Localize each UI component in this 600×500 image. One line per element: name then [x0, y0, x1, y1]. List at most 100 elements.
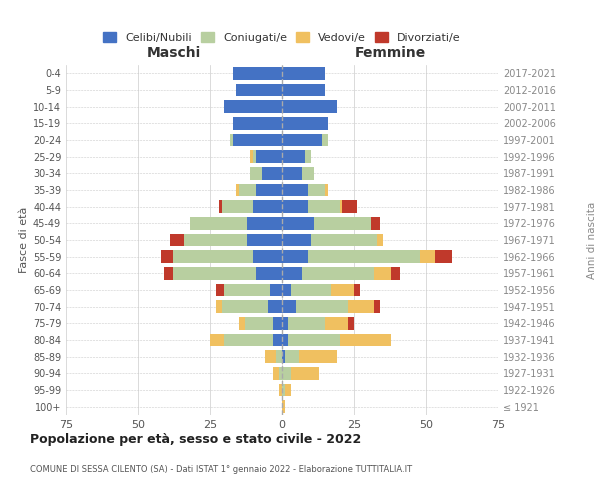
Bar — [302, 267, 374, 280]
Bar — [247, 234, 282, 246]
Bar — [374, 267, 391, 280]
Bar — [282, 300, 296, 313]
Bar — [233, 117, 282, 130]
Bar — [420, 250, 434, 263]
Bar — [173, 250, 253, 263]
Bar — [282, 167, 302, 179]
Bar — [296, 300, 348, 313]
Bar — [282, 250, 308, 263]
Bar — [354, 284, 360, 296]
Bar — [308, 200, 340, 213]
Bar — [224, 100, 282, 113]
Bar — [282, 217, 314, 230]
Bar — [299, 350, 337, 363]
Bar — [282, 184, 308, 196]
Bar — [250, 150, 253, 163]
Bar — [325, 184, 328, 196]
Bar — [282, 350, 285, 363]
Text: COMUNE DI SESSA CILENTO (SA) - Dati ISTAT 1° gennaio 2022 - Elaborazione TUTTITA: COMUNE DI SESSA CILENTO (SA) - Dati ISTA… — [30, 466, 412, 474]
Bar — [276, 350, 282, 363]
Bar — [233, 134, 282, 146]
Bar — [331, 284, 354, 296]
Bar — [282, 284, 290, 296]
Bar — [290, 284, 331, 296]
Bar — [285, 384, 290, 396]
Bar — [282, 117, 328, 130]
Bar — [282, 367, 290, 380]
Bar — [311, 234, 377, 246]
Bar — [374, 300, 380, 313]
Bar — [308, 250, 420, 263]
Bar — [239, 184, 256, 196]
Bar — [282, 100, 337, 113]
Bar — [190, 217, 247, 230]
Bar — [173, 267, 256, 280]
Bar — [282, 384, 285, 396]
Bar — [282, 84, 325, 96]
Bar — [221, 300, 268, 313]
Bar — [161, 250, 173, 263]
Bar — [279, 367, 282, 380]
Bar — [282, 200, 308, 213]
Bar — [340, 334, 391, 346]
Bar — [391, 267, 400, 280]
Bar — [434, 250, 452, 263]
Bar — [245, 317, 274, 330]
Bar — [282, 134, 322, 146]
Bar — [282, 267, 302, 280]
Bar — [218, 200, 221, 213]
Bar — [184, 234, 247, 246]
Bar — [377, 234, 383, 246]
Text: Femmine: Femmine — [355, 46, 425, 60]
Bar — [253, 200, 282, 213]
Bar — [302, 167, 314, 179]
Bar — [236, 84, 282, 96]
Bar — [230, 134, 233, 146]
Bar — [253, 150, 256, 163]
Bar — [256, 184, 282, 196]
Legend: Celibi/Nubili, Coniugati/e, Vedovi/e, Divorziati/e: Celibi/Nubili, Coniugati/e, Vedovi/e, Di… — [100, 28, 464, 46]
Bar — [340, 200, 343, 213]
Bar — [325, 317, 348, 330]
Bar — [348, 300, 374, 313]
Bar — [224, 284, 271, 296]
Bar — [282, 150, 305, 163]
Bar — [282, 334, 288, 346]
Bar — [274, 317, 282, 330]
Bar — [274, 367, 279, 380]
Bar — [271, 284, 282, 296]
Bar — [262, 167, 282, 179]
Bar — [265, 350, 276, 363]
Bar — [305, 150, 311, 163]
Bar — [288, 317, 325, 330]
Bar — [282, 67, 325, 80]
Bar — [268, 300, 282, 313]
Bar — [343, 200, 357, 213]
Y-axis label: Fasce di età: Fasce di età — [19, 207, 29, 273]
Bar — [236, 184, 239, 196]
Bar — [239, 317, 245, 330]
Bar — [253, 250, 282, 263]
Bar — [250, 167, 262, 179]
Bar — [279, 384, 282, 396]
Bar — [247, 217, 282, 230]
Bar — [314, 217, 371, 230]
Bar — [210, 334, 224, 346]
Bar — [285, 350, 299, 363]
Bar — [233, 67, 282, 80]
Bar — [164, 267, 173, 280]
Bar — [274, 334, 282, 346]
Bar — [290, 367, 319, 380]
Bar — [216, 300, 221, 313]
Bar — [216, 284, 224, 296]
Bar — [282, 400, 285, 413]
Bar — [308, 184, 325, 196]
Text: Popolazione per età, sesso e stato civile - 2022: Popolazione per età, sesso e stato civil… — [30, 432, 361, 446]
Bar — [282, 234, 311, 246]
Bar — [221, 200, 253, 213]
Bar — [348, 317, 354, 330]
Bar — [224, 334, 274, 346]
Bar — [288, 334, 340, 346]
Bar — [256, 267, 282, 280]
Bar — [282, 317, 288, 330]
